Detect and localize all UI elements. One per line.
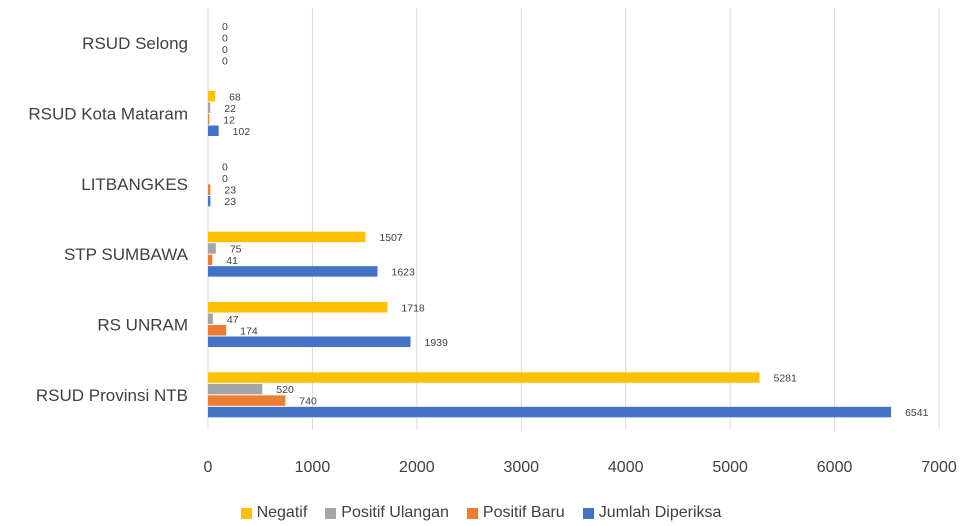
bar-jumlah-diperiksa — [208, 336, 411, 347]
x-tick-label: 5000 — [712, 459, 748, 476]
bar-jumlah-diperiksa — [208, 266, 378, 277]
legend-item: Positif Baru — [466, 504, 565, 522]
bar-positif-baru — [208, 114, 210, 125]
data-label: 0 — [222, 32, 228, 44]
x-tick-label: 6000 — [817, 459, 853, 476]
category-label: STP SUMBAWA — [64, 245, 189, 264]
bar-chart: RSUD Selong RSUD Kota Mataram LITBANGKES ST… — [28, 8, 957, 476]
x-tick-labels: 0 1000 2000 3000 4000 5000 6000 7000 — [204, 459, 957, 476]
x-tick-label: 3000 — [503, 459, 539, 476]
legend-label: Jumlah Diperiksa — [598, 504, 722, 521]
data-label: 0 — [222, 162, 228, 174]
legend: Negatif Positif Ulangan Positif Baru Jumlah… — [0, 500, 962, 526]
x-tick-label: 7000 — [921, 459, 957, 476]
data-label: 12 — [223, 114, 235, 126]
data-label: 41 — [226, 255, 238, 267]
data-label: 5281 — [773, 373, 797, 385]
bar-positif-baru — [208, 184, 211, 195]
data-label: 47 — [227, 314, 239, 326]
bar-positif-baru — [208, 325, 227, 336]
bar-jumlah-diperiksa — [208, 125, 219, 136]
category-label: LITBANGKES — [81, 175, 188, 194]
bar-positif-ulangan — [208, 313, 213, 324]
data-label: 1939 — [424, 337, 448, 349]
data-labels: 0000682212102002323150775411623171847174… — [222, 21, 929, 419]
data-label: 1623 — [391, 266, 415, 278]
legend-item: Positif Ulangan — [325, 504, 449, 522]
data-label: 174 — [240, 325, 258, 337]
bar-positif-baru — [208, 254, 213, 266]
data-label: 23 — [224, 196, 236, 208]
bar-positif-ulangan — [208, 383, 263, 395]
data-label: 22 — [224, 103, 236, 115]
data-label: 0 — [222, 21, 228, 33]
bar-negatif — [208, 302, 388, 313]
x-tick-label: 2000 — [399, 459, 435, 476]
data-label: 102 — [233, 126, 251, 138]
legend-swatch — [582, 507, 594, 519]
legend-label: Positif Baru — [482, 504, 565, 521]
bar-negatif — [208, 231, 366, 243]
legend-swatch — [466, 507, 478, 519]
legend-item: Negatif — [240, 504, 308, 522]
data-label: 6541 — [905, 407, 929, 419]
bar-negatif — [208, 372, 760, 383]
legend-label: Positif Ulangan — [341, 504, 449, 521]
legend-label: Negatif — [256, 504, 308, 521]
category-label: RS UNRAM — [97, 316, 188, 335]
data-label: 740 — [299, 396, 317, 408]
category-label: RSUD Kota Mataram — [28, 105, 188, 124]
category-label: RSUD Selong — [82, 34, 188, 53]
bar-positif-ulangan — [208, 243, 216, 254]
data-label: 0 — [222, 55, 228, 67]
bar-jumlah-diperiksa — [208, 406, 892, 418]
data-label: 1718 — [401, 302, 425, 314]
data-label: 1507 — [379, 232, 403, 244]
data-label: 23 — [224, 185, 236, 197]
category-labels: RSUD Selong RSUD Kota Mataram LITBANGKES ST… — [28, 34, 188, 405]
bar-negatif — [208, 91, 216, 102]
data-label: 68 — [229, 91, 241, 103]
x-tick-label: 1000 — [295, 459, 331, 476]
category-label: RSUD Provinsi NTB — [36, 386, 188, 405]
bar-positif-baru — [208, 395, 286, 406]
data-label: 75 — [230, 243, 242, 255]
legend-swatch — [240, 507, 252, 519]
bars — [208, 91, 892, 418]
data-label: 0 — [222, 44, 228, 56]
legend-item: Jumlah Diperiksa — [582, 504, 722, 522]
data-label: 520 — [276, 384, 294, 396]
x-tick-label: 4000 — [608, 459, 644, 476]
bar-jumlah-diperiksa — [208, 195, 211, 207]
legend-swatch — [325, 507, 337, 519]
bar-positif-ulangan — [208, 102, 211, 113]
x-tick-label: 0 — [204, 459, 213, 476]
gridlines — [207, 8, 940, 430]
data-label: 0 — [222, 173, 228, 185]
